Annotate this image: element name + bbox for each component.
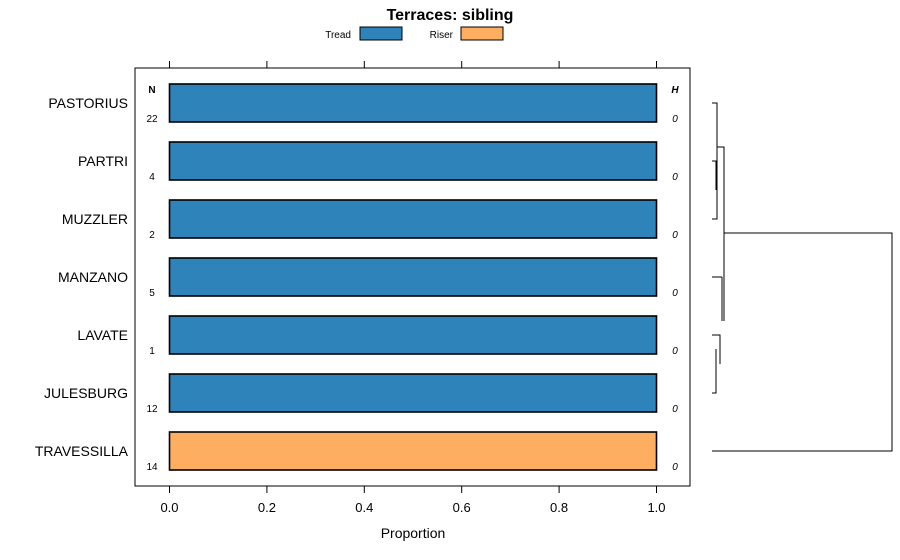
dendrogram-branch-1 <box>712 160 717 190</box>
n-value-muzzler: 2 <box>149 230 155 241</box>
legend-label-riser: Riser <box>430 30 454 41</box>
plot-panel <box>134 67 691 487</box>
h-value-julesburg: 0 <box>672 404 678 415</box>
legend: Tread Riser <box>325 26 504 41</box>
dendrogram-branch-0 <box>712 102 718 220</box>
chart-title: Terraces: sibling <box>387 7 514 24</box>
bar-muzzler-tread <box>168 199 658 239</box>
x-tick-label-1: 0.2 <box>258 500 276 515</box>
h-value-lavate: 0 <box>672 346 678 357</box>
n-column-header: N <box>148 85 155 96</box>
bar-manzano-tread <box>168 257 658 297</box>
x-tick-label-5: 1.0 <box>647 500 665 515</box>
bar-julesburg-tread <box>168 373 658 413</box>
legend-swatch-riser <box>460 26 504 41</box>
category-label-pastorius: PASTORIUS <box>48 95 128 111</box>
h-value-partri: 0 <box>672 172 678 183</box>
h-value-pastorius: 0 <box>672 114 678 125</box>
h-value-muzzler: 0 <box>672 230 678 241</box>
n-value-travessilla: 14 <box>146 462 158 473</box>
x-tick-label-3: 0.6 <box>453 500 471 515</box>
h-value-manzano: 0 <box>672 288 678 299</box>
dendrogram-branch-7 <box>712 232 893 452</box>
category-label-manzano: MANZANO <box>58 269 128 285</box>
category-label-lavate: LAVATE <box>77 327 128 343</box>
dendrogram-branch-2 <box>717 146 725 321</box>
x-axis: 0.0 0.2 0.4 0.6 0.8 1.0 <box>160 61 666 515</box>
n-value-julesburg: 12 <box>146 404 158 415</box>
x-tick-label-2: 0.4 <box>355 500 373 515</box>
legend-label-tread: Tread <box>325 30 351 41</box>
n-value-manzano: 5 <box>149 288 155 299</box>
dendrogram-branch-4 <box>712 334 721 364</box>
legend-swatch-tread <box>359 26 403 41</box>
dendrogram-branch-5 <box>712 349 717 394</box>
x-axis-title: Proportion <box>381 525 446 541</box>
x-tick-label-4: 0.8 <box>550 500 568 515</box>
n-value-pastorius: 22 <box>146 114 158 125</box>
h-column-header: H <box>671 85 679 96</box>
n-value-lavate: 1 <box>149 346 155 357</box>
bars-layer: PASTORIUS 22 0 PARTRI 4 0 MUZZLER 2 0 MANZANO 5 0 LA… <box>35 83 678 473</box>
bar-lavate-tread <box>168 315 658 355</box>
dendrogram <box>712 102 893 452</box>
bar-travessilla-riser <box>168 431 658 471</box>
x-tick-label-0: 0.0 <box>160 500 178 515</box>
bar-pastorius-tread <box>168 83 658 123</box>
bar-partri-tread <box>168 141 658 181</box>
category-label-partri: PARTRI <box>78 153 128 169</box>
category-label-travessilla: TRAVESSILLA <box>35 443 129 459</box>
category-label-julesburg: JULESBURG <box>44 385 128 401</box>
n-value-partri: 4 <box>149 172 155 183</box>
category-label-muzzler: MUZZLER <box>62 211 128 227</box>
h-value-travessilla: 0 <box>672 462 678 473</box>
